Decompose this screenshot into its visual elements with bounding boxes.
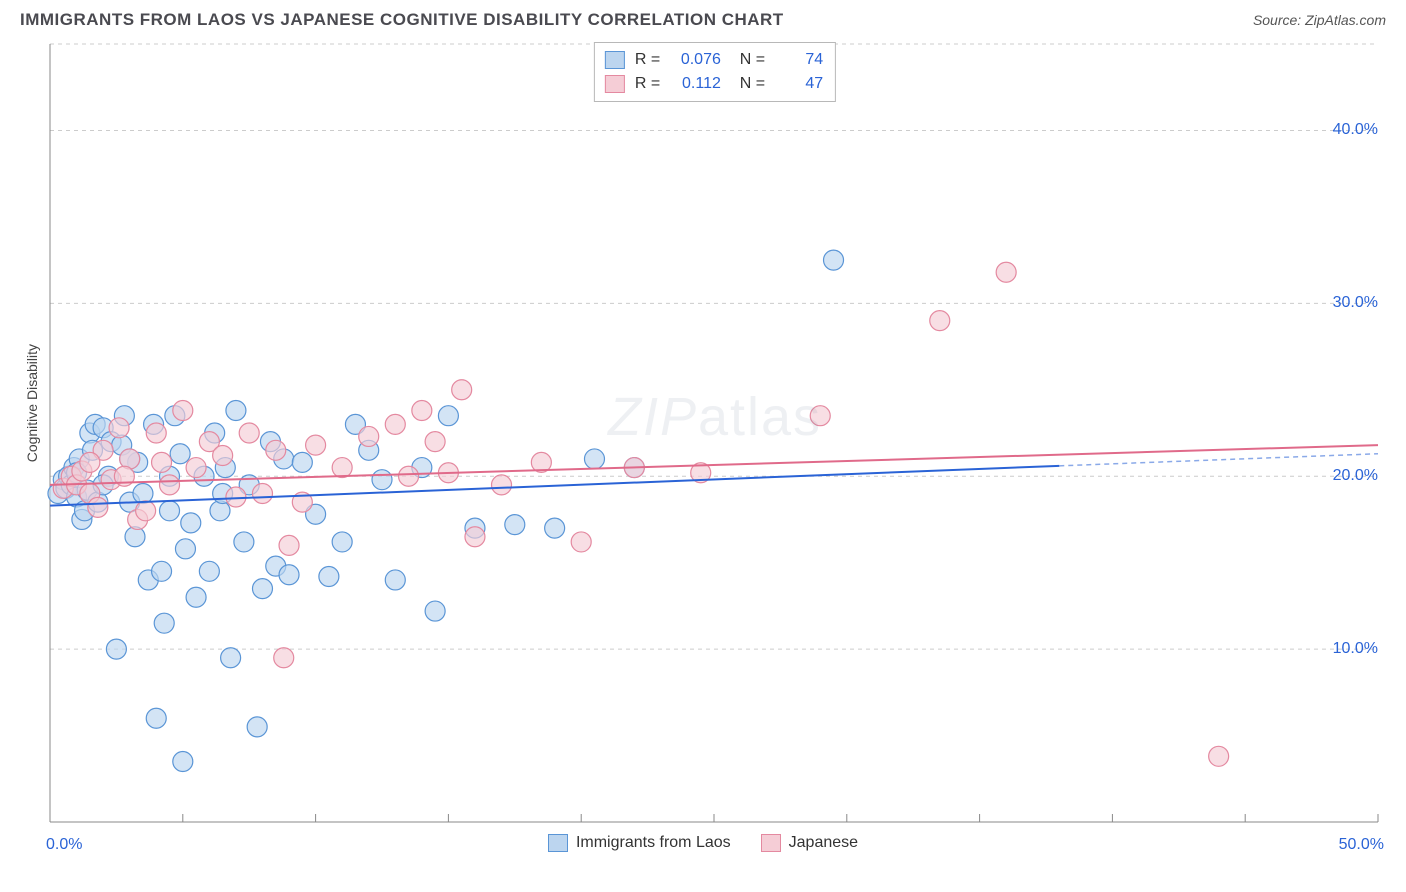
bottom-legend: Immigrants from Laos Japanese bbox=[20, 834, 1386, 852]
stats-row-laos: R = 0.076 N = 74 bbox=[605, 48, 823, 72]
swatch-japanese bbox=[605, 75, 625, 93]
legend-item-laos: Immigrants from Laos bbox=[548, 834, 731, 852]
y-tick-label: 10.0% bbox=[1333, 640, 1378, 658]
scatter-svg bbox=[44, 38, 1384, 828]
swatch-japanese-bottom bbox=[761, 834, 781, 852]
n-value-japanese: 47 bbox=[775, 75, 823, 93]
swatch-laos-bottom bbox=[548, 834, 568, 852]
legend-label-laos: Immigrants from Laos bbox=[576, 834, 731, 852]
legend-label-japanese: Japanese bbox=[789, 834, 858, 852]
stats-legend: R = 0.076 N = 74 R = 0.112 N = 47 bbox=[594, 42, 836, 102]
chart-container: Cognitive Disability ZIPatlas R = 0.076 … bbox=[20, 38, 1386, 828]
n-label: N = bbox=[731, 51, 765, 69]
y-axis-label: Cognitive Disability bbox=[20, 344, 44, 462]
source-attribution: Source: ZipAtlas.com bbox=[1253, 12, 1386, 28]
r-value-japanese: 0.112 bbox=[673, 75, 721, 93]
plot-area: ZIPatlas R = 0.076 N = 74 R = 0.112 N = … bbox=[44, 38, 1386, 828]
r-label: R = bbox=[635, 51, 663, 69]
x-axis-min-label: 0.0% bbox=[46, 836, 82, 854]
y-tick-label: 20.0% bbox=[1333, 467, 1378, 485]
stats-row-japanese: R = 0.112 N = 47 bbox=[605, 72, 823, 96]
x-axis-max-label: 50.0% bbox=[1339, 836, 1384, 854]
chart-title: IMMIGRANTS FROM LAOS VS JAPANESE COGNITI… bbox=[20, 10, 784, 30]
n-value-laos: 74 bbox=[775, 51, 823, 69]
legend-item-japanese: Japanese bbox=[761, 834, 858, 852]
n-label: N = bbox=[731, 75, 765, 93]
r-value-laos: 0.076 bbox=[673, 51, 721, 69]
y-tick-label: 40.0% bbox=[1333, 121, 1378, 139]
r-label: R = bbox=[635, 75, 663, 93]
swatch-laos bbox=[605, 51, 625, 69]
y-tick-label: 30.0% bbox=[1333, 294, 1378, 312]
